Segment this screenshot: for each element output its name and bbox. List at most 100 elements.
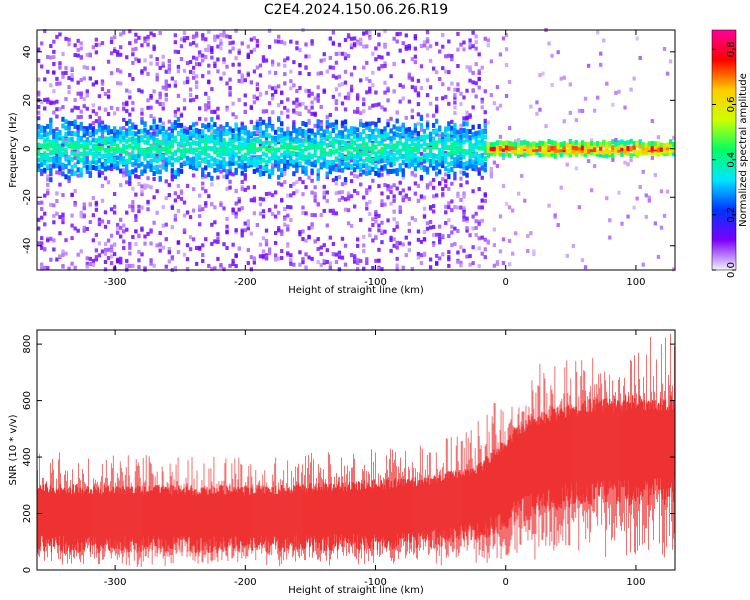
spectrogram-cell [504, 201, 509, 206]
spectrogram-cell [97, 151, 102, 157]
spectrogram-cell [255, 167, 260, 173]
spectrogram-cell [325, 151, 329, 157]
spectrogram-cell [462, 209, 466, 214]
spectrogram-cell [152, 263, 156, 268]
spectrogram-cell [43, 247, 47, 252]
spectrogram-cell [286, 243, 290, 248]
spectrogram-cell [204, 189, 208, 194]
spectrogram-cell [295, 132, 299, 138]
spectrogram-cell [204, 91, 208, 96]
spectrogram-cell [565, 162, 569, 167]
spectrogram-cell [91, 262, 96, 267]
spectrogram-cell [498, 214, 503, 219]
spectrogram-cell [97, 135, 102, 141]
spectrogram-cell [359, 143, 363, 149]
spectrogram-cell [483, 134, 487, 140]
spectrogram-cell [474, 156, 478, 162]
spectrogram-cell [428, 44, 433, 49]
spectrogram-cell [586, 159, 591, 164]
spectrogram-cell [638, 149, 642, 155]
spectrogram-cell [128, 170, 132, 176]
spectrogram-cell [210, 155, 214, 161]
spectrogram-cell [383, 158, 387, 163]
spectrogram-cell [167, 63, 171, 68]
spectrogram-cell [319, 104, 323, 109]
spectrogram-cell [261, 130, 266, 136]
spectrogram-cell [286, 159, 290, 165]
spectrogram-cell [85, 126, 89, 132]
spectrogram-cell [125, 172, 129, 177]
spectrogram-cell [73, 226, 77, 231]
spectrogram-cell [146, 42, 150, 47]
spectrogram-cell [170, 177, 175, 182]
spectrogram-cell [368, 185, 372, 190]
spectrogram-cell [146, 98, 150, 103]
x-tick-label: -300 [104, 277, 127, 288]
spectrogram-cell [82, 76, 86, 81]
spectrogram-cell [58, 231, 62, 236]
spectrogram-cell [434, 131, 439, 137]
spectrogram-cell [359, 41, 363, 46]
spectrogram-cell [100, 41, 105, 46]
spectrogram-cell [283, 58, 287, 63]
spectrogram-cell [231, 138, 235, 144]
spectrogram-cell [249, 155, 254, 161]
spectrogram-cell [450, 160, 454, 166]
spectrogram-cell [365, 166, 369, 171]
spectrogram-cell [295, 152, 299, 158]
spectrogram-cell [428, 162, 433, 168]
spectrogram-cell [100, 79, 105, 84]
spectrogram-cell [477, 236, 481, 241]
spectrogram-cell [143, 147, 147, 153]
spectrogram-cell [389, 161, 393, 167]
spectrogram-cell [386, 98, 390, 103]
spectrogram-cell [532, 144, 536, 150]
spectrogram-cell [450, 136, 454, 142]
spectrogram-cell [492, 263, 497, 268]
spectrogram-cell [526, 249, 530, 254]
spectrogram-cell [152, 89, 156, 94]
spectrogram-cell [40, 143, 44, 149]
spectrogram-cell [277, 126, 281, 132]
spectrogram-cell [40, 100, 44, 105]
spectrogram-cell [304, 252, 308, 257]
spectrogram-cell [149, 93, 153, 98]
spectrogram-cell [468, 135, 472, 141]
spectrogram-cell [146, 148, 150, 154]
spectrogram-cell [125, 138, 129, 144]
spectrogram-cell [134, 214, 138, 219]
spectrogram-cell [76, 173, 80, 178]
spectrogram-cell [425, 78, 430, 83]
spectrogram-cell [392, 156, 396, 162]
spectrogram-cell [395, 267, 399, 272]
spectrogram-cell [94, 207, 99, 212]
spectrogram-cell [122, 106, 126, 111]
spectrogram-cell [380, 165, 384, 171]
spectrogram-cell [371, 166, 375, 172]
spectrogram-cell [94, 42, 99, 47]
spectrogram-cell [444, 179, 448, 184]
spectrogram-cell [243, 102, 247, 107]
spectrogram-cell [164, 237, 168, 242]
spectrogram-cell [103, 159, 108, 165]
spectrogram-cell [76, 139, 80, 145]
spectrogram-cell [61, 142, 65, 147]
spectrogram-cell [337, 175, 342, 180]
spectrogram-cell [267, 120, 272, 126]
spectrogram-cell [498, 139, 503, 145]
spectrogram-cell [368, 187, 372, 192]
spectrogram-cell [52, 39, 56, 44]
spectrogram-cell [210, 87, 214, 92]
spectrogram-cell [295, 157, 299, 163]
spectrogram-cell [73, 131, 77, 137]
spectrogram-cell [140, 107, 144, 112]
spectrogram-cell [79, 249, 83, 254]
spectrogram-cell [425, 142, 430, 148]
spectrogram-cell [450, 167, 454, 173]
spectrogram-cell [267, 156, 272, 162]
spectrogram-cell [352, 254, 357, 259]
spectrogram-cell [310, 41, 314, 46]
spectrogram-cell [255, 136, 260, 142]
spectrogram-cell [319, 141, 323, 147]
spectrogram-cell [392, 168, 396, 174]
